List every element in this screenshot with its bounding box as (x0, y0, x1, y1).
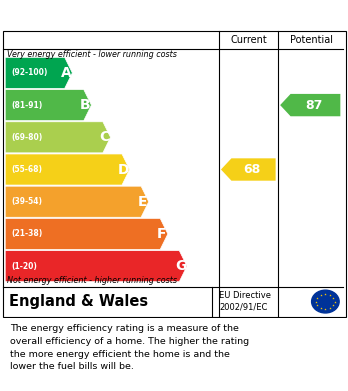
Text: Not energy efficient - higher running costs: Not energy efficient - higher running co… (7, 276, 177, 285)
Text: F: F (157, 227, 166, 241)
Text: 68: 68 (243, 163, 260, 176)
Text: England & Wales: England & Wales (9, 294, 148, 309)
Text: G: G (175, 259, 187, 273)
Polygon shape (280, 94, 340, 116)
Text: (21-38): (21-38) (11, 230, 43, 239)
Polygon shape (5, 122, 111, 153)
Text: (69-80): (69-80) (11, 133, 43, 142)
Polygon shape (5, 90, 92, 121)
Text: (81-91): (81-91) (11, 100, 43, 109)
Text: (39-54): (39-54) (11, 197, 42, 206)
Text: C: C (99, 130, 109, 144)
Text: EU Directive
2002/91/EC: EU Directive 2002/91/EC (219, 291, 271, 312)
Circle shape (311, 290, 339, 313)
Text: Current: Current (230, 35, 267, 45)
Text: The energy efficiency rating is a measure of the
overall efficiency of a home. T: The energy efficiency rating is a measur… (10, 324, 250, 371)
Text: Very energy efficient - lower running costs: Very energy efficient - lower running co… (7, 50, 177, 59)
Polygon shape (5, 219, 168, 249)
Polygon shape (5, 251, 187, 282)
Text: B: B (80, 98, 90, 112)
Text: (1-20): (1-20) (11, 262, 37, 271)
Polygon shape (221, 158, 276, 181)
Text: D: D (118, 163, 129, 176)
Text: A: A (61, 66, 71, 80)
Polygon shape (5, 186, 149, 217)
Text: Energy Efficiency Rating: Energy Efficiency Rating (10, 7, 220, 23)
Text: (55-68): (55-68) (11, 165, 42, 174)
Text: Potential: Potential (290, 35, 333, 45)
Polygon shape (5, 154, 130, 185)
Text: 87: 87 (305, 99, 322, 111)
Polygon shape (5, 57, 72, 88)
Text: E: E (138, 195, 147, 209)
Text: (92-100): (92-100) (11, 68, 48, 77)
